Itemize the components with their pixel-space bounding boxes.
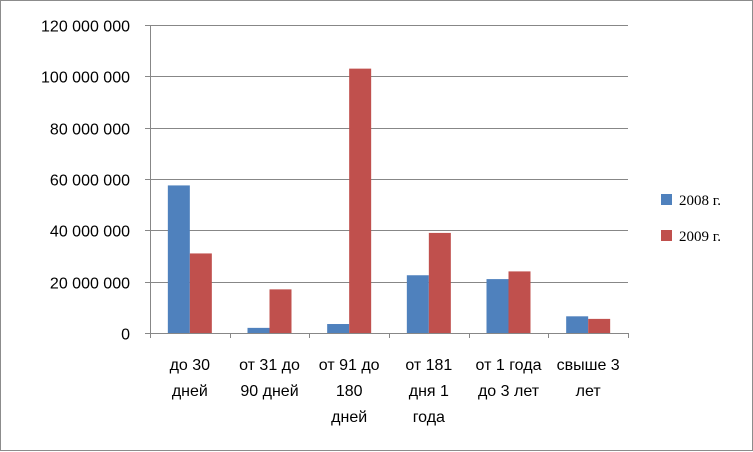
legend: 2008 г. 2009 г. <box>661 193 721 245</box>
bar-series2-cat1 <box>189 253 212 333</box>
x-tick-label: от 31 до <box>239 357 300 374</box>
x-tick-label: 180 <box>336 383 363 400</box>
bar-series1-cat2 <box>247 327 270 333</box>
y-axis-ticks: 0 20 000 000 40 000 000 60 000 000 80 000 00… <box>41 19 150 344</box>
x-tick-label: дней <box>172 383 208 400</box>
bar-series1-cat1 <box>167 185 190 333</box>
x-tick-label: от 1 года <box>476 357 542 374</box>
x-tick-label: года <box>413 409 445 426</box>
bars <box>167 68 611 333</box>
x-axis-labels: до 30 дней от 31 до 90 дней от 91 до 180 дней о… <box>170 357 620 426</box>
x-tick-label: до 3 лет <box>478 383 540 400</box>
legend-label: 2008 г. <box>679 193 721 209</box>
bar-series2-cat3 <box>349 68 372 333</box>
x-tick-label: до 30 <box>170 357 211 374</box>
y-tick-label: 0 <box>121 327 130 344</box>
legend-swatch <box>661 194 672 205</box>
y-tick-label: 40 000 000 <box>50 224 130 241</box>
y-tick-label: 60 000 000 <box>50 173 130 190</box>
bar-series2-cat2 <box>269 289 292 333</box>
x-tick-label: 90 дней <box>240 383 298 400</box>
legend-swatch <box>661 230 672 241</box>
x-tick-label: дней <box>331 409 367 426</box>
bar-series1-cat6 <box>566 316 589 333</box>
bar-series2-cat5 <box>508 271 531 333</box>
x-tick-label: от 91 до <box>319 357 380 374</box>
x-tick-label: от 181 <box>405 357 452 374</box>
x-tick-label: дня 1 <box>409 383 449 400</box>
bar-series1-cat4 <box>406 275 429 333</box>
y-tick-label: 120 000 000 <box>41 19 130 36</box>
legend-label: 2009 г. <box>679 229 721 245</box>
x-tick-label: лет <box>576 383 602 400</box>
bar-series2-cat6 <box>588 318 611 333</box>
bar-series1-cat5 <box>486 279 509 333</box>
y-tick-label: 80 000 000 <box>50 122 130 139</box>
bar-series1-cat3 <box>327 324 350 333</box>
y-tick-label: 20 000 000 <box>50 276 130 293</box>
y-tick-label: 100 000 000 <box>41 70 130 87</box>
x-tick-label: свыше 3 <box>557 357 620 374</box>
bar-series2-cat4 <box>428 232 451 333</box>
gridlines <box>150 25 628 283</box>
axes <box>150 25 629 338</box>
